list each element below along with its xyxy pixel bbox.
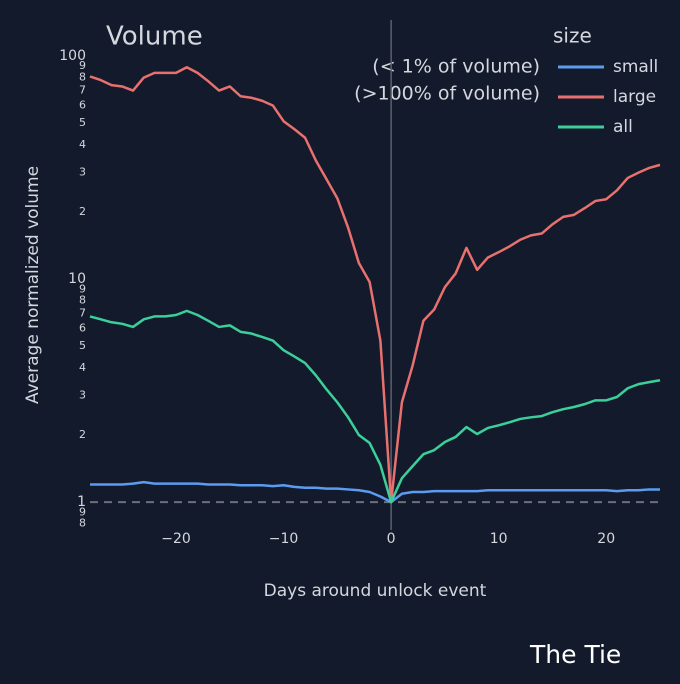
y-tick-label: 4	[79, 361, 86, 374]
y-tick-label: 100	[59, 48, 86, 64]
line-series	[89, 66, 661, 504]
y-tick-label: 6	[79, 322, 86, 335]
x-tick-label: 20	[597, 531, 615, 547]
legend-label: large	[613, 87, 656, 107]
x-tick-label: 0	[387, 531, 396, 547]
y-tick-label: 3	[79, 389, 86, 402]
y-tick-label: 7	[79, 307, 86, 320]
annotation: (< 1% of volume)	[372, 56, 540, 78]
y-tick-label: 8	[79, 517, 86, 530]
y-tick-label: 4	[79, 138, 86, 151]
annotation: (>100% of volume)	[354, 83, 540, 105]
y-tick-label: 2	[79, 428, 86, 441]
y-tick-label: 5	[79, 339, 86, 352]
y-tick-label: 9	[79, 505, 86, 518]
x-tick-label: −20	[161, 531, 191, 547]
y-tick-label: 9	[79, 59, 86, 72]
y-tick-label: 8	[79, 294, 86, 307]
y-tick-label: 7	[79, 84, 86, 97]
y-tick-label: 6	[79, 98, 86, 111]
y-tick-label: 10	[68, 271, 86, 287]
legend-title: size	[553, 24, 592, 48]
x-tick-label: −10	[269, 531, 299, 547]
y-tick-label: 9	[79, 282, 86, 295]
x-tick-label: 10	[490, 531, 508, 547]
line-series	[89, 309, 661, 504]
x-axis-label: Days around unlock event	[264, 581, 487, 601]
legend-label: all	[613, 117, 633, 137]
logo: The Tie	[529, 640, 621, 669]
y-tick-label: 1	[77, 494, 86, 510]
y-axis-label: Average normalized volume	[23, 166, 43, 404]
chart-title: Volume	[106, 22, 203, 52]
y-tick-label: 5	[79, 116, 86, 129]
y-tick-label: 8	[79, 71, 86, 84]
legend-label: small	[613, 57, 658, 77]
y-tick-label: 2	[79, 205, 86, 218]
line-series	[90, 480, 660, 504]
y-tick-label: 3	[79, 166, 86, 179]
